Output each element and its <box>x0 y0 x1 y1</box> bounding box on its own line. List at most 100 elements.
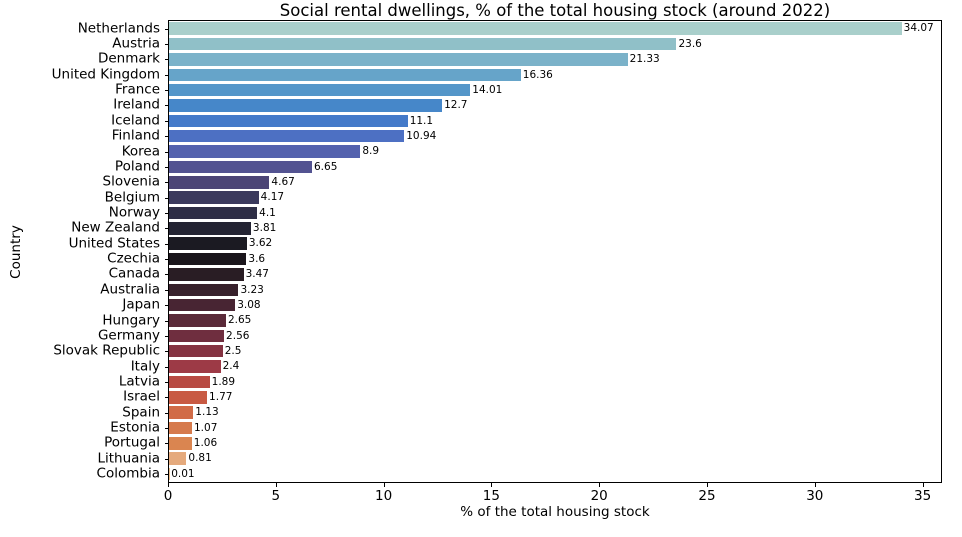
bar <box>169 145 361 158</box>
bar <box>169 298 236 312</box>
y-tick-label: Israel <box>123 388 160 405</box>
bar-value-label: 1.13 <box>195 406 219 419</box>
y-tick-mark <box>165 136 169 138</box>
bar-value-label: 1.07 <box>194 421 218 434</box>
bar-row: Estonia 1.07 <box>110 420 941 435</box>
y-tick-mark <box>165 59 169 61</box>
bar-row: Spain 1.13 <box>122 405 941 420</box>
y-tick-label: New Zealand <box>71 219 160 236</box>
y-tick-label: Canada <box>108 265 160 282</box>
bar-row: Belgium 4.17 <box>105 190 941 205</box>
bar-value-label: 3.81 <box>252 222 277 235</box>
y-tick-label: Iceland <box>111 112 160 129</box>
bar-value-label: 2.56 <box>226 329 250 342</box>
x-tick-mark <box>814 483 816 487</box>
y-tick-mark <box>165 90 169 92</box>
y-tick-mark <box>165 243 169 245</box>
x-tick-mark <box>599 483 601 487</box>
y-tick-mark <box>165 182 169 184</box>
bar-value-label: 2.5 <box>224 344 242 357</box>
y-tick-label: Belgium <box>104 188 160 205</box>
y-tick-mark <box>165 212 169 214</box>
bar-value-label: 8.9 <box>362 145 380 158</box>
x-tick-mark <box>706 483 708 487</box>
bar-value-label: 4.17 <box>260 191 285 204</box>
bar <box>169 329 225 343</box>
bar-row: Austria 23.6 <box>112 36 941 51</box>
y-tick-label: United Kingdom <box>51 66 160 82</box>
y-tick-mark <box>165 289 169 291</box>
y-axis-label-wrap: Country <box>6 20 26 483</box>
bar-value-label: 1.06 <box>193 437 218 450</box>
bar-row: Slovak Republic 2.5 <box>53 344 941 359</box>
y-tick-mark <box>165 74 169 76</box>
bar-row: Japan 3.08 <box>122 297 941 312</box>
x-tick-label: 25 <box>698 488 716 504</box>
bar <box>169 283 239 297</box>
bar-value-label: 6.65 <box>314 160 338 173</box>
bar-row: Netherlands 34.07 <box>78 21 941 36</box>
y-tick-label: Germany <box>97 327 160 344</box>
y-tick-label: Slovenia <box>102 173 160 190</box>
bar-value-label: 16.36 <box>522 68 553 81</box>
y-tick-label: Finland <box>111 127 160 144</box>
bar <box>169 68 521 81</box>
y-tick-label: Portugal <box>104 434 160 451</box>
y-tick-label: Korea <box>121 142 160 159</box>
y-tick-mark <box>165 166 169 168</box>
bar <box>169 421 192 435</box>
bar <box>169 191 259 204</box>
bar <box>169 391 208 404</box>
y-tick-mark <box>165 305 169 307</box>
x-tick-label: 10 <box>375 488 393 504</box>
y-tick-mark <box>165 120 169 122</box>
y-tick-mark <box>165 197 169 199</box>
bar-row: Poland 6.65 <box>115 159 941 174</box>
bar <box>169 360 221 373</box>
y-tick-label: Italy <box>130 357 160 374</box>
y-tick-mark <box>165 428 169 430</box>
y-tick-label: Hungary <box>102 311 160 328</box>
x-tick-mark <box>491 483 493 487</box>
bar-row: United Kingdom 16.36 <box>52 67 941 82</box>
bar-value-label: 4.67 <box>271 176 295 189</box>
y-tick-label: Japan <box>122 296 160 313</box>
y-tick-label: Austria <box>112 35 160 52</box>
y-tick-mark <box>165 412 169 414</box>
bar-value-label: 11.1 <box>409 114 434 127</box>
y-tick-mark <box>165 397 169 399</box>
bar <box>169 37 677 51</box>
x-tick-label: 35 <box>914 488 932 504</box>
x-axis-label: % of the total housing stock <box>460 504 650 520</box>
bar-value-label: 2.65 <box>227 314 252 327</box>
bar-row: France 14.01 <box>115 82 941 97</box>
bar-value-label: 2.4 <box>222 360 240 373</box>
y-tick-label: Czechia <box>107 250 160 267</box>
y-tick-mark <box>165 274 169 276</box>
y-tick-label: Estonia <box>110 419 160 436</box>
y-tick-label: Colombia <box>96 465 160 482</box>
bar-row: Denmark 21.33 <box>98 52 941 67</box>
x-tick-label: 30 <box>806 488 824 504</box>
bar-value-label: 10.94 <box>406 129 437 142</box>
bar-row: Ireland 12.7 <box>113 98 941 113</box>
y-tick-mark <box>165 28 169 30</box>
y-tick-label: Slovak Republic <box>53 342 160 359</box>
bar-row: Lithuania 0.81 <box>97 451 941 466</box>
x-tick-label: 15 <box>482 488 500 504</box>
y-tick-mark <box>165 259 169 261</box>
y-tick-label: Denmark <box>97 50 160 67</box>
bar <box>169 206 258 220</box>
bar-row: Norway 4.1 <box>109 205 941 220</box>
bar-value-label: 3.47 <box>245 268 269 281</box>
y-tick-mark <box>165 320 169 322</box>
y-tick-label: Lithuania <box>97 449 160 466</box>
bar-row: Hungary 2.65 <box>102 313 941 328</box>
bar-value-label: 0.81 <box>188 452 212 465</box>
bar-row: Slovenia 4.67 <box>103 175 941 190</box>
bar <box>169 114 408 128</box>
bar-value-label: 0.01 <box>171 467 195 480</box>
y-tick-label: Australia <box>100 281 160 298</box>
bar-value-label: 4.1 <box>259 206 276 219</box>
